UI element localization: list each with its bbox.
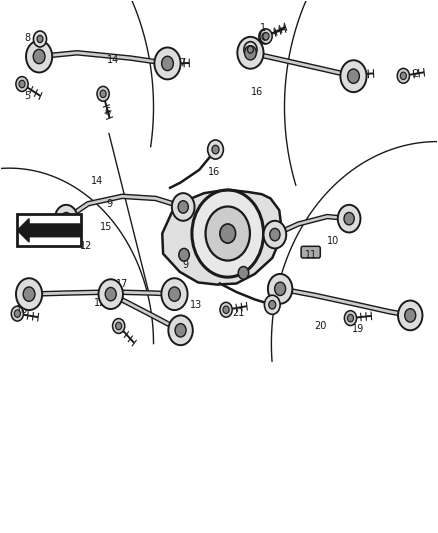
Text: FWD: FWD xyxy=(41,224,74,237)
Circle shape xyxy=(259,29,271,44)
Circle shape xyxy=(162,56,173,70)
Text: 4: 4 xyxy=(242,43,248,52)
Circle shape xyxy=(23,287,35,301)
Text: 16: 16 xyxy=(251,87,264,97)
Text: 20: 20 xyxy=(314,321,326,331)
Circle shape xyxy=(33,50,45,63)
Polygon shape xyxy=(17,219,81,242)
Circle shape xyxy=(55,205,78,232)
Circle shape xyxy=(270,229,280,242)
Circle shape xyxy=(350,71,356,78)
Circle shape xyxy=(260,29,272,44)
Circle shape xyxy=(398,301,423,330)
Text: 21: 21 xyxy=(233,308,245,318)
Circle shape xyxy=(192,190,264,277)
Circle shape xyxy=(268,274,292,304)
Polygon shape xyxy=(162,190,283,285)
Circle shape xyxy=(97,86,109,101)
Text: 10: 10 xyxy=(327,236,339,246)
Circle shape xyxy=(154,47,180,79)
Text: 1: 1 xyxy=(260,23,266,34)
Circle shape xyxy=(275,282,286,295)
Circle shape xyxy=(37,35,43,43)
Circle shape xyxy=(238,266,249,279)
Circle shape xyxy=(178,201,188,213)
Circle shape xyxy=(397,68,410,83)
Text: 5: 5 xyxy=(24,91,30,101)
Circle shape xyxy=(344,213,354,225)
Circle shape xyxy=(33,31,46,47)
Circle shape xyxy=(179,248,189,261)
Circle shape xyxy=(26,41,52,72)
Circle shape xyxy=(11,306,24,321)
Circle shape xyxy=(220,224,236,243)
Circle shape xyxy=(205,206,250,261)
Circle shape xyxy=(116,322,122,330)
Circle shape xyxy=(208,140,223,159)
Circle shape xyxy=(169,287,180,301)
Circle shape xyxy=(179,204,189,216)
Text: 7: 7 xyxy=(179,59,185,68)
Circle shape xyxy=(165,60,171,68)
Circle shape xyxy=(220,302,232,317)
Text: 22: 22 xyxy=(277,289,290,299)
Circle shape xyxy=(161,278,187,310)
FancyBboxPatch shape xyxy=(301,246,320,258)
Circle shape xyxy=(344,311,357,326)
Circle shape xyxy=(269,301,276,309)
Circle shape xyxy=(162,56,174,71)
Circle shape xyxy=(244,42,257,58)
Text: 9: 9 xyxy=(182,261,188,270)
Circle shape xyxy=(113,319,125,334)
Circle shape xyxy=(263,33,269,40)
Circle shape xyxy=(347,314,353,322)
Circle shape xyxy=(168,316,193,345)
Circle shape xyxy=(348,69,359,83)
Text: 14: 14 xyxy=(107,55,120,65)
Text: 6: 6 xyxy=(105,107,111,117)
Text: 18: 18 xyxy=(15,305,28,315)
Circle shape xyxy=(237,37,264,69)
Circle shape xyxy=(14,310,21,317)
Circle shape xyxy=(19,80,25,88)
Circle shape xyxy=(244,46,256,60)
Circle shape xyxy=(262,33,268,41)
Text: 9: 9 xyxy=(106,199,112,209)
Circle shape xyxy=(264,221,286,248)
Circle shape xyxy=(16,278,42,310)
Circle shape xyxy=(247,46,254,53)
Circle shape xyxy=(172,193,194,221)
Text: 8: 8 xyxy=(25,33,31,43)
Circle shape xyxy=(212,145,219,154)
Circle shape xyxy=(100,90,106,98)
Circle shape xyxy=(99,279,123,309)
Circle shape xyxy=(400,72,406,79)
Text: 19: 19 xyxy=(352,324,364,334)
Circle shape xyxy=(346,67,359,82)
Circle shape xyxy=(405,309,416,322)
Text: 2: 2 xyxy=(412,69,419,79)
Text: 17: 17 xyxy=(116,279,128,288)
Circle shape xyxy=(223,306,229,313)
Text: 15: 15 xyxy=(100,222,113,232)
Text: 13: 13 xyxy=(190,300,202,310)
Text: 14: 14 xyxy=(91,176,103,187)
Text: 11: 11 xyxy=(304,250,317,260)
Text: 12: 12 xyxy=(94,297,106,308)
FancyBboxPatch shape xyxy=(17,214,81,246)
Circle shape xyxy=(61,213,71,225)
Circle shape xyxy=(338,205,360,232)
Circle shape xyxy=(105,287,116,301)
Circle shape xyxy=(175,324,186,337)
Text: 12: 12 xyxy=(80,241,92,251)
Circle shape xyxy=(340,60,367,92)
Circle shape xyxy=(265,295,280,314)
Text: 20: 20 xyxy=(343,220,355,230)
Circle shape xyxy=(270,228,280,241)
Circle shape xyxy=(16,77,28,92)
Text: 23: 23 xyxy=(406,305,418,315)
Text: 3: 3 xyxy=(351,66,357,76)
Text: 16: 16 xyxy=(208,167,220,177)
